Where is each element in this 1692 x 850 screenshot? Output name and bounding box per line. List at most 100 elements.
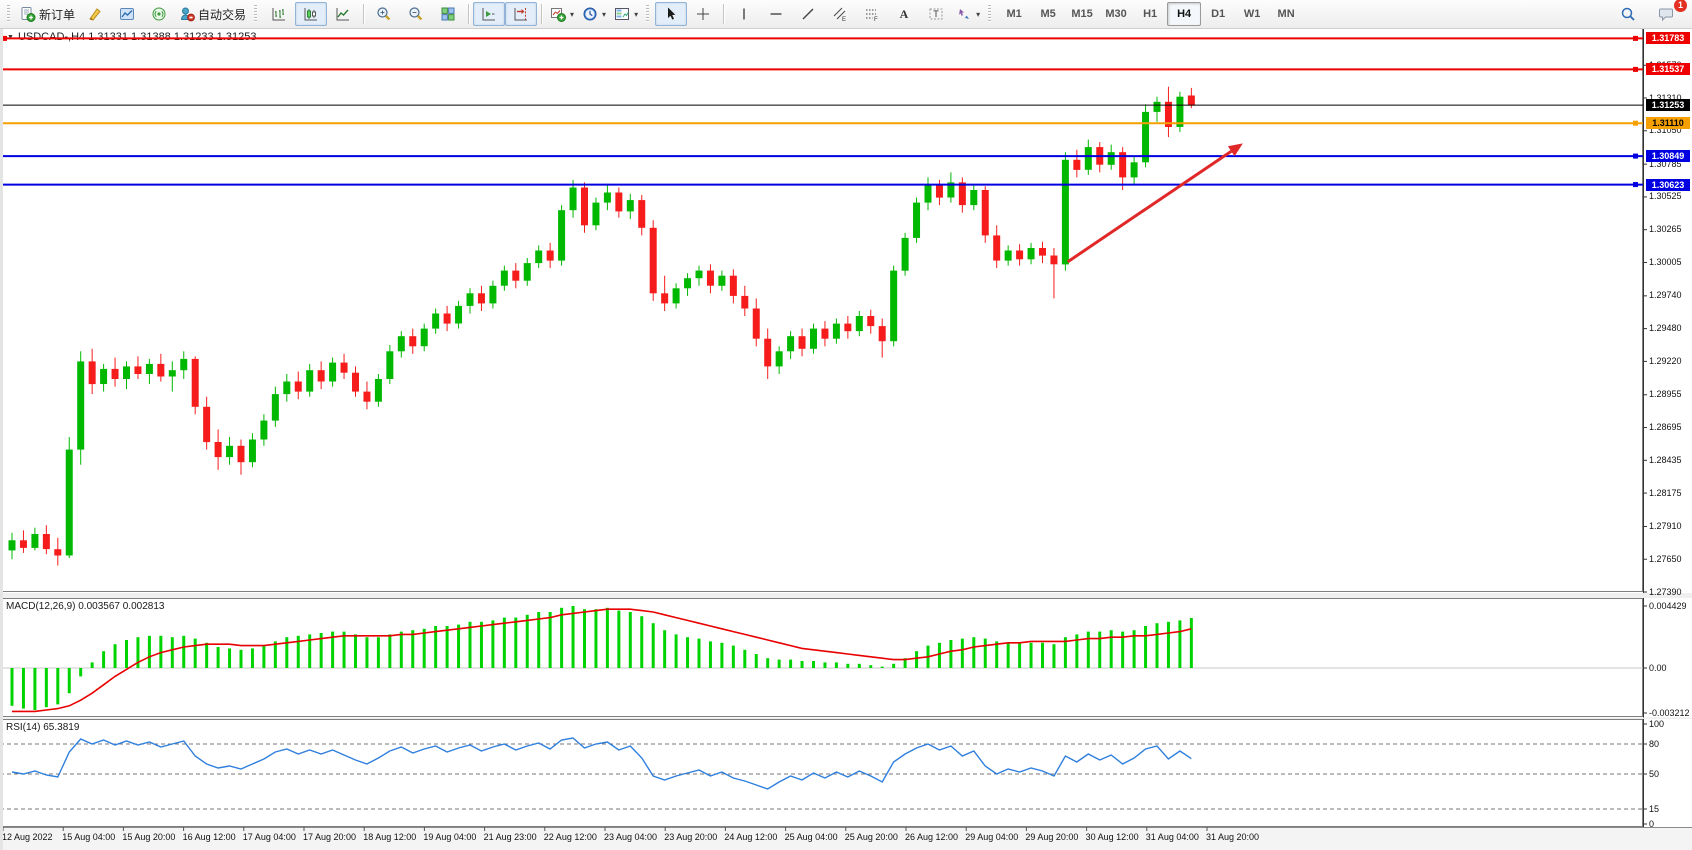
timeframe-d1-button[interactable]: D1 <box>1211 8 1226 20</box>
price-line-1.30849[interactable] <box>0 153 1643 159</box>
line-handle[interactable] <box>1633 35 1638 41</box>
horizontal-line-button[interactable] <box>760 2 792 26</box>
toolbar-buttons: 新订单 自动交易 ▾ ▾ ▾ E F A T ▾ M1 M5 M15 M30 H1 H4 D1 W1 MN <box>0 0 1612 28</box>
autotrading-button[interactable]: 自动交易 <box>175 2 250 26</box>
zoom-out-icon <box>409 7 423 21</box>
chart-shift-icon <box>514 8 528 21</box>
text-label-button[interactable]: T <box>920 2 952 26</box>
timeframe-m30-button[interactable]: M30 <box>1105 8 1127 20</box>
trendline-button[interactable] <box>792 2 824 26</box>
main-toolbar: 新订单 自动交易 ▾ ▾ ▾ E F A T ▾ M1 M5 M15 M30 H1 H4 D1 W1 MN 1 <box>0 0 1692 29</box>
text-button[interactable]: A <box>888 2 920 26</box>
tile-windows-button[interactable] <box>432 2 464 26</box>
toolbar-separator <box>723 4 725 24</box>
indicators-button[interactable]: ▾ <box>546 2 578 26</box>
auto-scroll-button[interactable] <box>473 2 506 26</box>
macd-label: MACD(12,26,9) 0.003567 0.002813 <box>6 601 165 612</box>
zoom-out-button[interactable] <box>400 2 432 26</box>
chart-window: ▼ USDCAD-,H4 1.31331 1.31388 1.31233 1.3… <box>0 28 1692 850</box>
svg-text:F: F <box>874 17 878 22</box>
rsi-label: RSI(14) 65.3819 <box>6 722 80 733</box>
line-handle[interactable] <box>2 35 7 41</box>
rsi-level-lines <box>0 743 1643 810</box>
timeframe-h4-button[interactable]: H4 <box>1167 2 1202 26</box>
line-handle[interactable] <box>1633 120 1638 126</box>
search-icon <box>1621 7 1635 21</box>
chat-icon <box>1659 8 1673 22</box>
zoom-in-button[interactable] <box>368 2 400 26</box>
candlestick-button[interactable] <box>295 2 328 26</box>
tile-windows-icon <box>441 7 455 21</box>
new-order-icon <box>21 7 36 22</box>
templates-button[interactable]: ▾ <box>610 2 642 26</box>
svg-text:A: A <box>900 7 909 21</box>
price-line-1.31783[interactable] <box>0 35 1643 41</box>
trend-arrow-annotation[interactable] <box>1066 143 1243 264</box>
line-chart-button[interactable] <box>327 2 359 26</box>
candlestick-icon <box>304 8 318 21</box>
crosshair-button[interactable] <box>687 2 719 26</box>
notification-badge: 1 <box>1674 0 1687 12</box>
timeframe-m15-button[interactable]: M15 <box>1071 8 1093 20</box>
chart-shift-button[interactable] <box>505 2 538 26</box>
cursor-button[interactable] <box>655 2 688 26</box>
templates-icon <box>615 8 630 20</box>
toolbar-grip[interactable] <box>645 5 651 23</box>
chevron-down-icon: ▾ <box>570 9 575 19</box>
price-line-1.31110[interactable] <box>0 120 1643 126</box>
styler-icon <box>89 8 101 21</box>
arrows-button[interactable]: ▾ <box>952 2 984 26</box>
horizontal-line-icon <box>770 13 782 15</box>
toolbar-separator <box>541 4 543 24</box>
fibonacci-button[interactable]: F <box>856 2 888 26</box>
macd-signal-line <box>12 608 1192 713</box>
svg-text:T: T <box>933 9 939 19</box>
periods-button[interactable]: ▾ <box>578 2 610 26</box>
macd-histogram <box>10 606 1193 710</box>
window-edge <box>0 28 3 850</box>
toolbar-separator <box>468 4 470 24</box>
chat-button[interactable]: 1 <box>1650 0 1687 26</box>
toolbar-grip[interactable] <box>253 5 259 23</box>
toolbar-grip[interactable] <box>987 5 993 23</box>
pane-splitter[interactable] <box>0 593 1692 719</box>
timeframe-mn-button[interactable]: MN <box>1277 8 1295 20</box>
line-handle[interactable] <box>1633 66 1638 72</box>
new-order-button[interactable]: 新订单 <box>16 2 79 26</box>
vertical-line-button[interactable] <box>728 2 760 26</box>
candlestick-series <box>8 86 1195 566</box>
price-line-1.30623[interactable] <box>0 182 1643 188</box>
auto-scroll-icon <box>482 8 496 21</box>
crosshair-icon <box>697 8 710 20</box>
equidistant-channel-icon: E <box>833 7 846 22</box>
button-label: 新订单 <box>39 7 76 22</box>
bar-chart-button[interactable] <box>263 2 295 26</box>
signals-button[interactable] <box>143 2 175 26</box>
timeframe-h1-button[interactable]: H1 <box>1143 8 1158 20</box>
chart-window-button[interactable] <box>111 2 143 26</box>
line-chart-icon <box>336 8 350 21</box>
timeframe-w1-button[interactable]: W1 <box>1243 8 1261 20</box>
search-button[interactable] <box>1612 2 1644 26</box>
toolbar-grip[interactable] <box>6 5 11 23</box>
timeframe-m1-button[interactable]: M1 <box>1006 8 1022 20</box>
styler-button[interactable] <box>79 2 111 26</box>
autotrading-icon <box>181 7 195 22</box>
chart-title: ▼ USDCAD-,H4 1.31331 1.31388 1.31233 1.3… <box>7 31 256 43</box>
trendline-icon <box>802 8 814 20</box>
price-line-1.31537[interactable] <box>0 66 1643 72</box>
pane-frames <box>0 28 1644 827</box>
arrows-icon <box>959 9 970 19</box>
line-handle[interactable] <box>1633 182 1638 188</box>
chevron-down-icon: ▾ <box>602 9 607 19</box>
svg-text:E: E <box>842 17 846 22</box>
chevron-down-icon: ▾ <box>976 9 981 19</box>
timeframe-m5-button[interactable]: M5 <box>1040 8 1056 20</box>
line-handle[interactable] <box>1633 153 1638 159</box>
toolbar-right: 1 <box>1612 0 1692 26</box>
rsi-line <box>11 737 1192 790</box>
equidistant-channel-button[interactable]: E <box>824 2 856 26</box>
chart-window-icon <box>120 8 135 20</box>
